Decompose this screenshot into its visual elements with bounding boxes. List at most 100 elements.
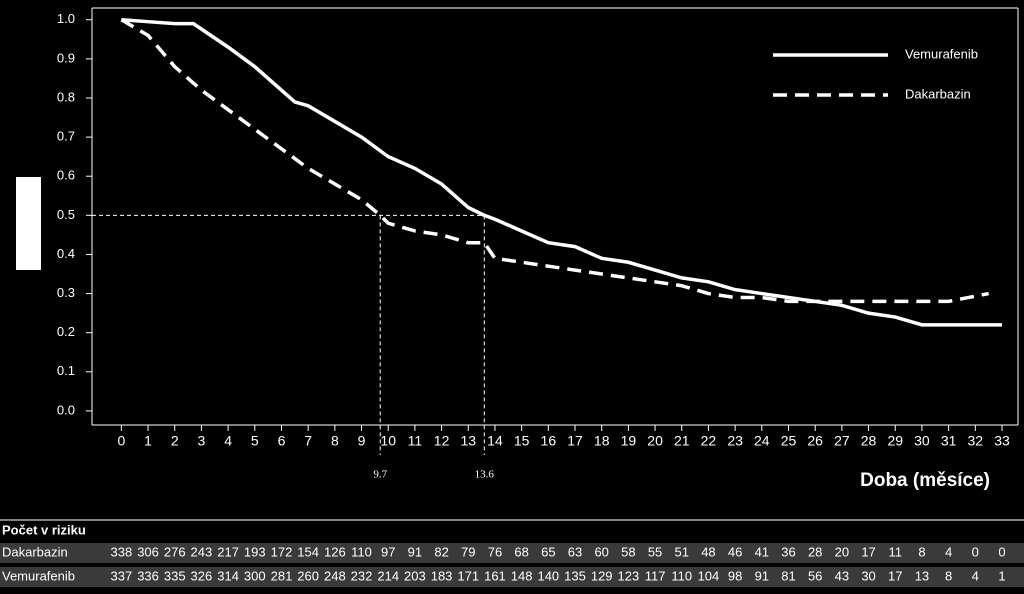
table-cell: 172 bbox=[271, 544, 293, 559]
table-row-band bbox=[0, 567, 1024, 587]
y-tick-label: 0.9 bbox=[57, 50, 75, 65]
table-cell: 338 bbox=[111, 544, 133, 559]
table-cell: 17 bbox=[861, 544, 875, 559]
table-cell: 123 bbox=[618, 568, 640, 583]
x-tick-label: 4 bbox=[224, 433, 232, 449]
table-cell: 148 bbox=[511, 568, 533, 583]
table-cell: 43 bbox=[835, 568, 849, 583]
x-tick-label: 31 bbox=[941, 433, 957, 449]
y-tick-label: 0.3 bbox=[57, 285, 75, 300]
y-tick-label: 0.5 bbox=[57, 207, 75, 222]
hidden-label-box bbox=[16, 177, 41, 270]
table-cell: 110 bbox=[351, 544, 372, 559]
table-cell: 154 bbox=[297, 544, 319, 559]
table-cell: 91 bbox=[755, 568, 769, 583]
x-tick-label: 24 bbox=[754, 433, 770, 449]
y-tick-label: 0.7 bbox=[57, 129, 75, 144]
table-cell: 68 bbox=[514, 544, 528, 559]
table-cell: 98 bbox=[728, 568, 742, 583]
table-cell: 140 bbox=[537, 568, 559, 583]
table-cell: 337 bbox=[111, 568, 133, 583]
table-cell: 281 bbox=[271, 568, 293, 583]
table-cell: 336 bbox=[137, 568, 159, 583]
table-cell: 0 bbox=[998, 544, 1005, 559]
x-tick-label: 30 bbox=[914, 433, 930, 449]
table-cell: 4 bbox=[972, 568, 979, 583]
x-tick-label: 15 bbox=[514, 433, 530, 449]
table-cell: 314 bbox=[217, 568, 239, 583]
table-cell: 46 bbox=[728, 544, 742, 559]
table-cell: 55 bbox=[648, 544, 662, 559]
table-row-label: Vemurafenib bbox=[2, 568, 75, 583]
x-tick-label: 22 bbox=[701, 433, 717, 449]
x-tick-label: 2 bbox=[171, 433, 179, 449]
table-cell: 135 bbox=[564, 568, 586, 583]
table-cell: 76 bbox=[488, 544, 502, 559]
x-tick-label: 29 bbox=[887, 433, 903, 449]
table-cell: 232 bbox=[351, 568, 373, 583]
x-tick-label: 33 bbox=[994, 433, 1010, 449]
table-cell: 65 bbox=[541, 544, 555, 559]
table-cell: 335 bbox=[164, 568, 186, 583]
x-axis-label: Doba (měsíce) bbox=[860, 470, 990, 491]
y-tick-label: 0.4 bbox=[57, 246, 75, 261]
table-cell: 13 bbox=[915, 568, 929, 583]
table-cell: 300 bbox=[244, 568, 266, 583]
table-cell: 56 bbox=[808, 568, 822, 583]
y-tick-label: 0.0 bbox=[57, 402, 75, 417]
x-tick-label: 25 bbox=[781, 433, 797, 449]
table-cell: 8 bbox=[918, 544, 925, 559]
x-tick-label: 1 bbox=[144, 433, 152, 449]
table-cell: 8 bbox=[945, 568, 952, 583]
x-tick-label: 27 bbox=[834, 433, 850, 449]
table-cell: 36 bbox=[781, 544, 795, 559]
table-cell: 63 bbox=[568, 544, 582, 559]
table-cell: 97 bbox=[381, 544, 395, 559]
table-cell: 51 bbox=[675, 544, 689, 559]
table-cell: 126 bbox=[324, 544, 346, 559]
table-cell: 0 bbox=[972, 544, 979, 559]
y-tick-label: 0.8 bbox=[57, 89, 75, 104]
x-tick-label: 9 bbox=[358, 433, 366, 449]
table-cell: 243 bbox=[191, 544, 213, 559]
survival-curve bbox=[121, 17, 1002, 327]
legend-label: Dakarbazin bbox=[905, 86, 971, 101]
table-cell: 171 bbox=[457, 568, 479, 583]
table-cell: 306 bbox=[137, 544, 159, 559]
table-cell: 82 bbox=[434, 544, 448, 559]
table-row-band bbox=[0, 543, 1024, 563]
table-cell: 79 bbox=[461, 544, 475, 559]
table-cell: 91 bbox=[408, 544, 422, 559]
x-tick-label: 8 bbox=[331, 433, 339, 449]
median-label: 13.6 bbox=[475, 469, 495, 481]
table-cell: 104 bbox=[698, 568, 720, 583]
table-cell: 1 bbox=[998, 568, 1005, 583]
x-tick-label: 13 bbox=[460, 433, 476, 449]
x-tick-label: 3 bbox=[198, 433, 206, 449]
table-cell: 203 bbox=[404, 568, 426, 583]
table-cell: 30 bbox=[861, 568, 875, 583]
x-tick-label: 21 bbox=[674, 433, 690, 449]
x-tick-label: 5 bbox=[251, 433, 259, 449]
y-tick-label: 0.1 bbox=[57, 363, 75, 378]
x-tick-label: 7 bbox=[304, 433, 312, 449]
table-cell: 20 bbox=[835, 544, 849, 559]
table-cell: 183 bbox=[431, 568, 453, 583]
x-tick-label: 19 bbox=[621, 433, 637, 449]
median-label: 9.7 bbox=[373, 469, 387, 481]
table-cell: 326 bbox=[191, 568, 213, 583]
x-tick-label: 11 bbox=[408, 433, 423, 449]
legend-label: Vemurafenib bbox=[905, 46, 978, 61]
x-tick-label: 26 bbox=[807, 433, 823, 449]
x-tick-label: 23 bbox=[727, 433, 743, 449]
table-cell: 161 bbox=[484, 568, 506, 583]
y-tick-label: 0.6 bbox=[57, 168, 75, 183]
table-cell: 28 bbox=[808, 544, 822, 559]
table-cell: 58 bbox=[621, 544, 635, 559]
table-cell: 110 bbox=[671, 568, 692, 583]
x-tick-label: 16 bbox=[541, 433, 557, 449]
y-tick-label: 1.0 bbox=[57, 11, 75, 26]
table-cell: 41 bbox=[755, 544, 769, 559]
